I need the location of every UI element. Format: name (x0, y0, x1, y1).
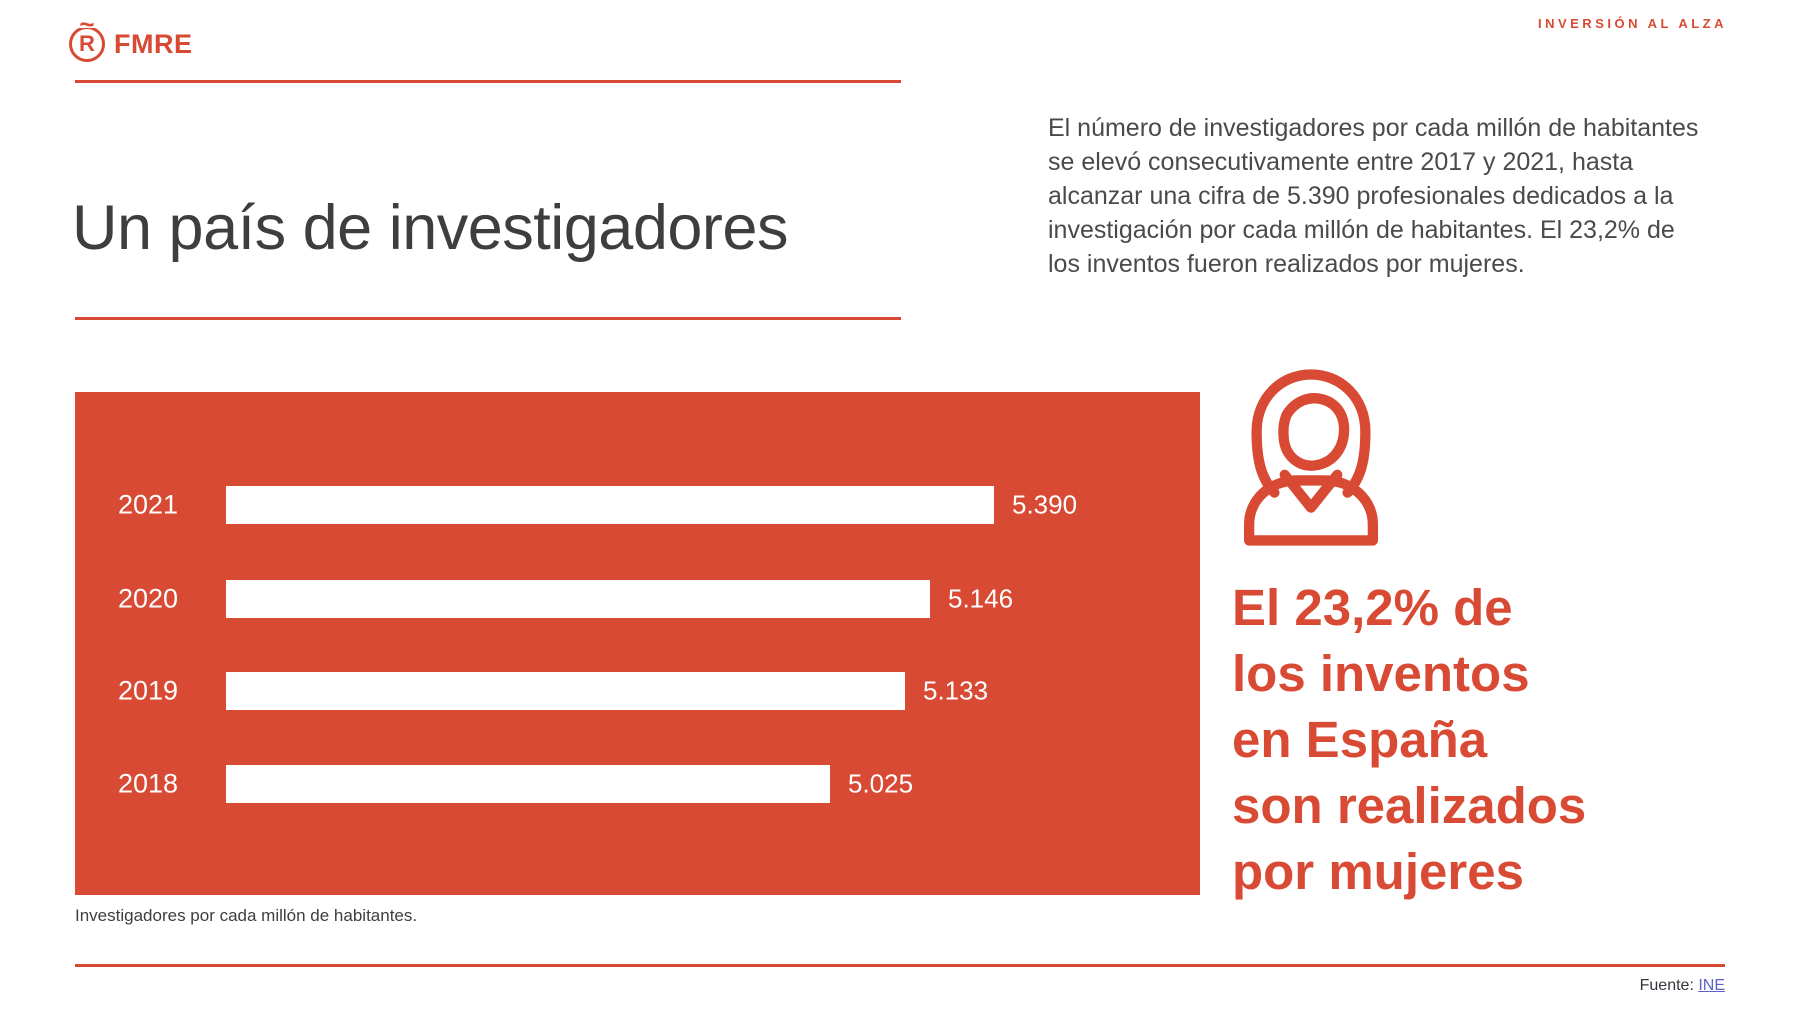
fmre-logo: ~ R FMRE (69, 14, 193, 62)
bar-2019 (226, 672, 905, 710)
bar-value-label: 5.025 (848, 768, 914, 799)
bar-2021 (226, 486, 994, 524)
woman-icon (1243, 369, 1379, 546)
fmre-logo-mark-icon: ~ R (69, 14, 105, 62)
bar-2020 (226, 580, 930, 618)
bar-value-label: 5.390 (1012, 489, 1078, 520)
bar-row-2021: 2021 5.390 (75, 486, 1200, 524)
source-label: Fuente: (1639, 977, 1699, 994)
bar-value-label: 5.133 (923, 675, 989, 706)
source-link-ine[interactable]: INE (1698, 977, 1725, 994)
logo-wordmark: FMRE (114, 28, 193, 59)
highlight-line: en España (1232, 711, 1488, 768)
highlight-line: los inventos (1232, 645, 1530, 702)
highlight-line: son realizados (1232, 777, 1587, 834)
page-title: Un país de investigadores (72, 193, 788, 264)
highlight-line: por mujeres (1232, 843, 1524, 900)
bar-chart-panel: 2021 5.390 2020 5.146 2019 5.133 2018 5.… (75, 392, 1200, 895)
logo-letter: R (79, 31, 95, 56)
chart-caption: Investigadores por cada millón de habita… (75, 906, 418, 925)
bar-value-label: 5.146 (948, 583, 1014, 614)
section-kicker: INVERSIÓN AL ALZA (1537, 16, 1727, 31)
intro-paragraph: El número de investigadores por cada mil… (1048, 114, 1699, 278)
source-line: Fuente: INE (1640, 977, 1725, 995)
bar-row-2019: 2019 5.133 (75, 672, 1200, 710)
divider-bottom (75, 964, 1725, 967)
divider-under-title (75, 317, 901, 320)
highlight-statement: El 23,2% de los inventos en España son r… (1232, 575, 1586, 905)
highlight-line: El 23,2% de (1232, 579, 1513, 636)
bar-year-label: 2018 (118, 768, 179, 799)
bar-year-label: 2021 (118, 489, 179, 520)
tilde-accent-icon: ~ (77, 14, 97, 28)
bar-row-2018: 2018 5.025 (75, 765, 1200, 803)
bar-year-label: 2019 (118, 675, 179, 706)
divider-top (75, 80, 901, 83)
bar-row-2020: 2020 5.146 (75, 580, 1200, 618)
bar-year-label: 2020 (118, 583, 179, 614)
bar-2018 (226, 765, 830, 803)
